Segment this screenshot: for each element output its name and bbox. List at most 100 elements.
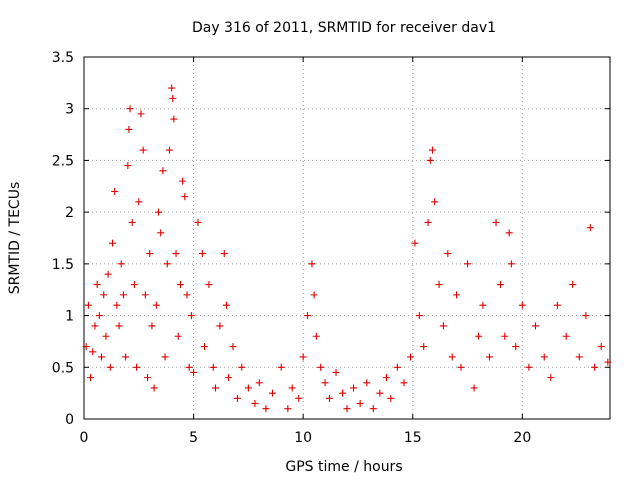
data-point <box>251 399 259 407</box>
data-point <box>190 368 198 376</box>
y-tick-label: 1 <box>65 309 74 325</box>
data-point <box>141 291 149 299</box>
data-point <box>100 291 108 299</box>
data-point <box>453 291 461 299</box>
data-point <box>424 218 432 226</box>
data-point <box>284 405 292 413</box>
x-tick-label: 5 <box>189 430 198 446</box>
data-point <box>387 394 395 402</box>
data-point <box>187 312 195 320</box>
data-point <box>102 332 110 340</box>
y-tick-label: 2 <box>65 205 74 221</box>
y-tick-label: 1.5 <box>52 257 74 273</box>
y-tick-label: 3 <box>65 102 74 118</box>
data-point <box>185 363 193 371</box>
data-point <box>95 312 103 320</box>
data-point <box>288 384 296 392</box>
data-point <box>310 291 318 299</box>
data-point <box>119 291 127 299</box>
data-point <box>312 332 320 340</box>
data-point <box>150 384 158 392</box>
data-point <box>439 322 447 330</box>
y-tick-label: 2.5 <box>52 153 74 169</box>
data-point <box>93 281 101 289</box>
data-point <box>512 343 520 351</box>
data-point <box>531 322 539 330</box>
data-point <box>325 394 333 402</box>
data-point <box>152 301 160 309</box>
data-point <box>229 343 237 351</box>
data-point <box>216 322 224 330</box>
data-point <box>505 229 513 237</box>
data-point <box>117 260 125 268</box>
data-point <box>470 384 478 392</box>
data-point <box>146 250 154 258</box>
data-point <box>431 198 439 206</box>
data-point <box>238 363 246 371</box>
data-point <box>244 384 252 392</box>
data-point <box>209 363 217 371</box>
data-point <box>161 353 169 361</box>
data-point <box>255 379 263 387</box>
data-point <box>106 363 114 371</box>
data-point <box>159 167 167 175</box>
data-point <box>343 405 351 413</box>
data-point <box>547 374 555 382</box>
data-point <box>262 405 270 413</box>
data-point <box>382 374 390 382</box>
y-axis-label: SRMTID / TECUs <box>7 182 23 295</box>
data-point <box>174 332 182 340</box>
axis-ticks: 0 5 10 15 20 0 0.5 1 1.5 2 2.5 3 3.5 <box>52 50 610 446</box>
data-point <box>179 177 187 185</box>
data-point <box>157 229 165 237</box>
data-point <box>435 281 443 289</box>
data-point <box>428 146 436 154</box>
data-point <box>233 394 241 402</box>
data-point <box>496 281 504 289</box>
data-point <box>170 115 178 123</box>
data-point <box>148 322 156 330</box>
data-point <box>369 405 377 413</box>
data-point <box>168 84 176 92</box>
data-point <box>356 399 364 407</box>
x-tick-label: 0 <box>80 430 89 446</box>
chart-title: Day 316 of 2011, SRMTID for receiver dav… <box>192 20 496 36</box>
y-tick-label: 0.5 <box>52 360 74 376</box>
data-point <box>135 198 143 206</box>
data-point <box>115 322 123 330</box>
data-point <box>317 363 325 371</box>
data-point <box>87 374 95 382</box>
data-point <box>181 193 189 201</box>
data-point <box>339 389 347 397</box>
data-point <box>376 389 384 397</box>
data-point <box>277 363 285 371</box>
data-point <box>415 312 423 320</box>
data-point <box>220 250 228 258</box>
data-point <box>176 281 184 289</box>
data-point <box>126 105 134 113</box>
data-marks <box>82 84 612 413</box>
x-tick-label: 15 <box>404 430 422 446</box>
data-point <box>411 239 419 247</box>
data-point <box>295 394 303 402</box>
data-point <box>104 270 112 278</box>
data-point <box>133 363 141 371</box>
data-point <box>169 94 177 102</box>
data-point <box>205 281 213 289</box>
plot-frame <box>83 56 611 420</box>
data-point <box>212 384 219 392</box>
data-point <box>125 125 133 133</box>
x-axis-label: GPS time / hours <box>285 459 402 475</box>
data-point <box>582 312 590 320</box>
data-point <box>299 353 307 361</box>
x-tick-label: 10 <box>294 430 312 446</box>
data-point <box>225 374 233 382</box>
data-point <box>393 363 401 371</box>
data-point <box>562 332 570 340</box>
data-point <box>82 343 90 351</box>
data-point <box>84 301 92 309</box>
data-point <box>89 348 97 356</box>
data-point <box>198 250 206 258</box>
data-point <box>540 353 548 361</box>
